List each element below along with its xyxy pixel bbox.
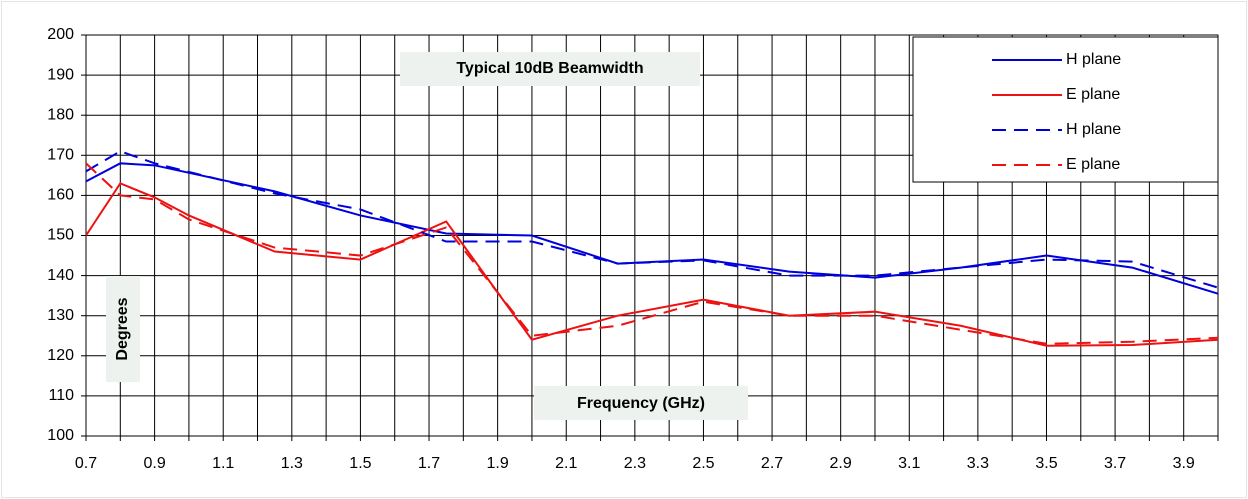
title-box <box>400 52 700 86</box>
lines <box>85 150 1219 347</box>
x-tick-label: 2.3 <box>624 455 646 472</box>
y-tick-label: 150 <box>47 227 74 244</box>
y-tick-label: 160 <box>47 187 74 204</box>
x-tick-label: 0.9 <box>143 455 165 472</box>
y-tick-label: 120 <box>47 347 74 364</box>
x-tick-label: 1.3 <box>281 455 303 472</box>
y-tick-label: 180 <box>47 106 74 123</box>
y-tick-label: 170 <box>47 147 74 164</box>
y-tick-label: 100 <box>47 427 74 444</box>
chart-title: Typical 10dB Beamwidth <box>456 60 643 77</box>
x-tick-label: 2.7 <box>761 455 783 472</box>
x-tick-label: 1.7 <box>418 455 440 472</box>
x-tick-label: 3.5 <box>1035 455 1057 472</box>
legend-label: H plane <box>1066 51 1121 68</box>
x-tick-label: 1.5 <box>349 455 371 472</box>
y-label-box <box>106 276 140 382</box>
y-tick-label: 200 <box>47 26 74 43</box>
series-line <box>85 150 1219 289</box>
legend <box>912 36 1219 183</box>
series-line <box>85 162 1219 345</box>
y-axis-label: Degrees <box>114 297 131 360</box>
x-tick-label: 3.7 <box>1104 455 1126 472</box>
x-label-box <box>534 386 748 420</box>
y-tick-label: 130 <box>47 307 74 324</box>
x-tick-label: 3.3 <box>967 455 989 472</box>
x-tick-label: 2.9 <box>830 455 852 472</box>
legend-label: E plane <box>1066 86 1120 103</box>
x-tick-label: 3.1 <box>898 455 920 472</box>
series-line <box>85 182 1219 347</box>
x-tick-label: 2.5 <box>692 455 714 472</box>
y-tick-label: 140 <box>47 267 74 284</box>
x-tick-label: 3.9 <box>1173 455 1195 472</box>
legend-items: H plane E plane H plane E plane <box>992 51 1121 173</box>
x-tick-label: 0.7 <box>75 455 97 472</box>
x-axis-label: Frequency (GHz) <box>577 395 705 412</box>
y-tick-label: 110 <box>48 387 74 404</box>
y-tick-label: 190 <box>47 66 74 83</box>
x-tick-label: 1.9 <box>487 455 509 472</box>
legend-label: H plane <box>1066 121 1121 138</box>
x-tick-label: 1.1 <box>212 455 234 472</box>
x-tick-label: 2.1 <box>555 455 577 472</box>
legend-label: E plane <box>1066 156 1120 173</box>
